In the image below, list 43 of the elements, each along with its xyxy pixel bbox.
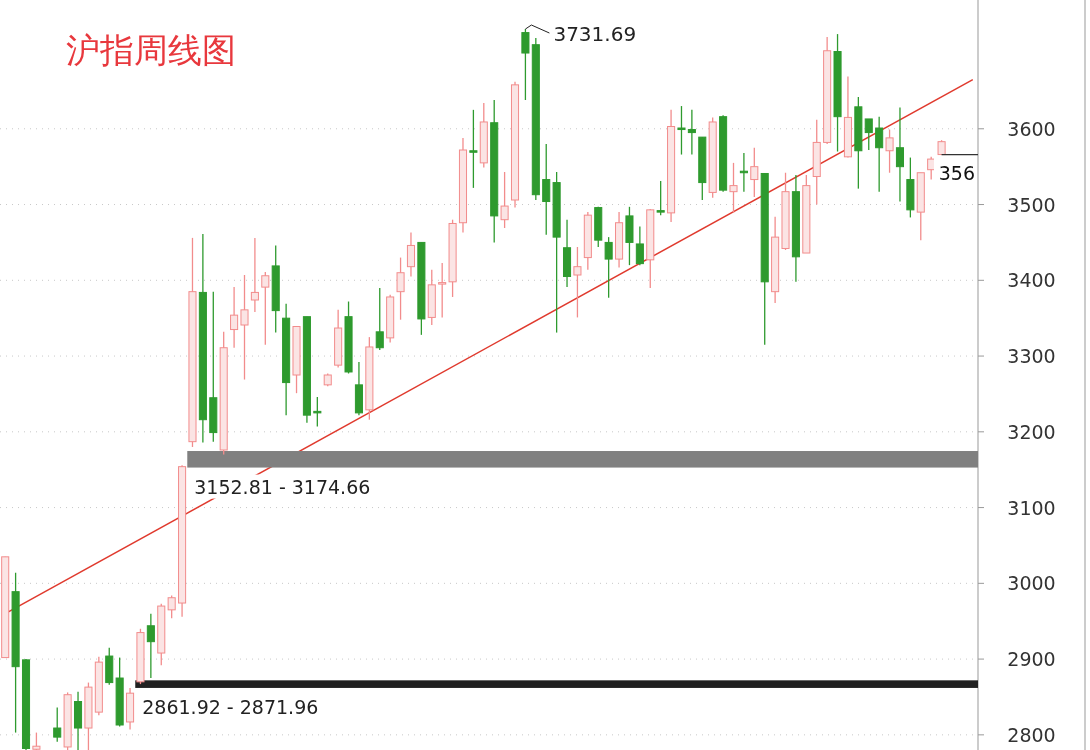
candlestick xyxy=(167,594,176,619)
candlestick xyxy=(875,116,884,193)
candlestick xyxy=(230,286,239,349)
candlestick xyxy=(469,109,478,189)
candlestick xyxy=(146,612,155,679)
candlestick xyxy=(375,287,384,351)
candlestick xyxy=(500,171,509,229)
candlestick xyxy=(313,396,322,428)
candlestick xyxy=(729,162,738,214)
y-tick-label: 2900 xyxy=(1007,648,1056,671)
annotation: 356 xyxy=(938,161,975,184)
candlestick xyxy=(396,256,405,321)
candlestick xyxy=(635,225,644,266)
candlestick xyxy=(885,128,894,174)
band-label: 3152.81 - 3174.66 xyxy=(194,475,371,498)
candlestick xyxy=(240,274,249,381)
y-tick-label: 3100 xyxy=(1007,496,1056,519)
candlestick xyxy=(542,143,551,236)
candlestick xyxy=(677,105,686,156)
candlestick xyxy=(53,706,62,743)
candlestick xyxy=(521,28,530,101)
annotation: 3731.69 xyxy=(553,22,637,47)
candlestick xyxy=(438,262,447,319)
y-tick-label: 3500 xyxy=(1007,193,1056,216)
candlestick xyxy=(927,156,936,181)
band-label: 2861.92 - 2871.96 xyxy=(142,695,319,718)
y-tick-label: 2800 xyxy=(1007,723,1056,746)
y-tick-label: 3600 xyxy=(1007,117,1056,140)
text: 沪指周线图 xyxy=(66,30,236,70)
candlestick xyxy=(261,271,270,346)
candlestick xyxy=(604,236,613,299)
candlestick xyxy=(750,147,759,198)
candlestick xyxy=(573,246,582,319)
y-tick-label: 3200 xyxy=(1007,420,1056,443)
candlestick xyxy=(687,109,696,156)
y-tick-label: 3000 xyxy=(1007,572,1056,595)
y-tick-label: 3300 xyxy=(1007,345,1056,368)
candlestick xyxy=(250,237,259,313)
candlestick xyxy=(895,106,905,203)
candlestick xyxy=(864,118,873,151)
candlestick xyxy=(406,231,416,278)
candlestick xyxy=(656,180,665,216)
y-tick-label: 3400 xyxy=(1007,269,1056,292)
